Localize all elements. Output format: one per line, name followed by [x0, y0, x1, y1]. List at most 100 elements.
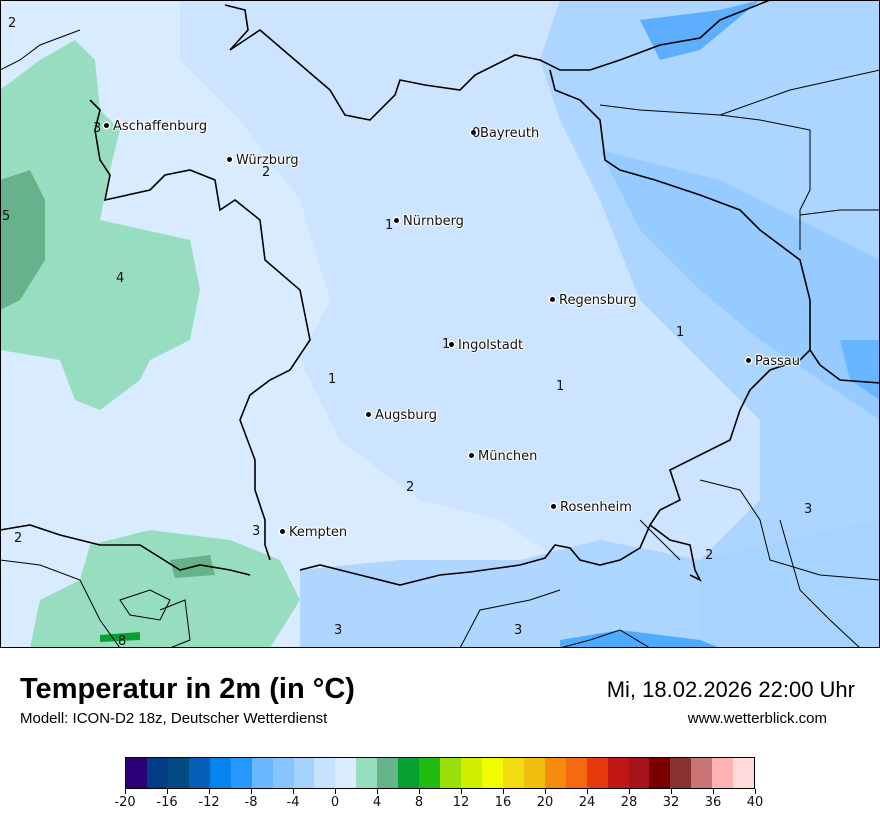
page-title: Temperatur in 2m (in °C)	[20, 673, 355, 705]
colorbar-tick-label: 16	[494, 795, 512, 810]
city-marker-icon	[366, 412, 371, 417]
colorbar-tick	[754, 789, 756, 794]
colorbar-tick	[166, 789, 168, 794]
colorbar-tick	[628, 789, 630, 794]
city-label-regensburg: Regensburg	[550, 293, 637, 308]
colorbar-tick-label: 36	[704, 795, 722, 810]
colorbar-swatch	[440, 758, 461, 788]
isotherm-label: 1	[442, 337, 451, 352]
isotherm-label: 2	[705, 548, 714, 563]
colorbar-tick-label: 0	[330, 795, 340, 810]
colorbar-ticks: -20 -16 -12 -8 -4 0 4 8 12 16 20 24 28 32 36 40	[114, 789, 763, 819]
colorbar-tick	[376, 789, 378, 794]
isotherm-label: 4	[116, 271, 125, 286]
city-label-muenchen: München	[469, 449, 537, 464]
colorbar-swatch	[356, 758, 378, 788]
city-marker-icon	[227, 157, 232, 162]
temperature-colorbar	[125, 757, 755, 789]
isotherm-label: 2	[262, 165, 271, 180]
colorbar-tick-label: -12	[198, 795, 220, 810]
colorbar-swatch	[586, 758, 608, 788]
colorbar-swatch	[691, 758, 713, 788]
city-label-bayreuth: Bayreuth	[471, 126, 539, 141]
colorbar-tick-label: 8	[414, 795, 424, 810]
isotherm-label: 8	[118, 634, 127, 649]
colorbar-swatch	[649, 758, 671, 788]
isotherm-label: 3	[93, 121, 102, 136]
isotherm-label: 2	[14, 531, 23, 546]
isotherm-label: 1	[328, 372, 337, 387]
temperature-map: Aschaffenburg Würzburg Bayreuth Nürnberg…	[0, 0, 880, 648]
colorbar-swatch	[733, 758, 755, 788]
colorbar-swatch	[670, 758, 692, 788]
colorbar-swatch	[126, 758, 147, 788]
city-label-nuernberg: Nürnberg	[394, 214, 464, 229]
isotherm-label: 1	[676, 325, 685, 340]
isotherm-label: 5	[2, 209, 11, 224]
isotherm-label: 2	[406, 480, 415, 495]
colorbar-tick	[124, 789, 126, 794]
colorbar-tick	[460, 789, 462, 794]
city-marker-icon	[104, 123, 109, 128]
colorbar-tick-label: -8	[244, 795, 258, 810]
isotherm-label: 0	[472, 126, 481, 141]
colorbar-swatch	[712, 758, 734, 788]
colorbar-tick-label: 40	[746, 795, 764, 810]
colorbar-tick	[292, 789, 294, 794]
colorbar-swatch	[481, 758, 503, 788]
isotherm-label: 3	[252, 524, 261, 539]
colorbar-swatch	[377, 758, 399, 788]
isotherm-label: 1	[385, 218, 394, 233]
colorbar-tick-label: 4	[372, 795, 382, 810]
city-label-augsburg: Augsburg	[366, 408, 437, 423]
map-shading	[0, 0, 880, 648]
colorbar-swatch	[607, 758, 629, 788]
city-label-kempten: Kempten	[280, 525, 347, 540]
colorbar-swatch	[419, 758, 441, 788]
colorbar-tick	[586, 789, 588, 794]
colorbar-tick-label: 28	[620, 795, 638, 810]
colorbar-swatch	[502, 758, 524, 788]
city-label-rosenheim: Rosenheim	[551, 500, 632, 515]
colorbar-swatch	[314, 758, 336, 788]
colorbar-tick-label: 12	[452, 795, 470, 810]
colorbar-swatch	[565, 758, 587, 788]
website-link[interactable]: www.wetterblick.com	[687, 710, 827, 727]
colorbar-swatch	[461, 758, 482, 788]
colorbar-tick-label: 20	[536, 795, 554, 810]
colorbar-tick-label: 32	[662, 795, 680, 810]
isotherm-label: 3	[804, 502, 813, 517]
city-marker-icon	[394, 218, 399, 223]
colorbar-swatch	[167, 758, 189, 788]
model-info: Modell: ICON-D2 18z, Deutscher Wetterdie…	[20, 710, 328, 727]
city-label-passau: Passau	[746, 354, 800, 369]
colorbar-swatch	[272, 758, 294, 788]
city-marker-icon	[550, 297, 555, 302]
colorbar-tick	[250, 789, 252, 794]
colorbar-swatch	[544, 758, 566, 788]
colorbar-swatch	[335, 758, 357, 788]
colorbar-swatch	[251, 758, 273, 788]
colorbar-tick	[712, 789, 714, 794]
forecast-datetime: Mi, 18.02.2026 22:00 Uhr	[606, 677, 855, 702]
city-label-ingolstadt: Ingolstadt	[449, 338, 523, 353]
isotherm-label: 2	[8, 16, 17, 31]
city-marker-icon	[469, 453, 474, 458]
colorbar-tick	[670, 789, 672, 794]
city-marker-icon	[471, 130, 476, 135]
colorbar-swatch	[628, 758, 650, 788]
colorbar-tick	[544, 789, 546, 794]
colorbar-swatch	[188, 758, 210, 788]
colorbar-tick	[502, 789, 504, 794]
colorbar-tick-label: -20	[114, 795, 136, 810]
city-marker-icon	[280, 529, 285, 534]
city-label-wuerzburg: Würzburg	[227, 153, 299, 168]
isotherm-label: 3	[514, 623, 523, 638]
city-label-aschaffenburg: Aschaffenburg	[104, 119, 207, 134]
city-marker-icon	[746, 358, 751, 363]
colorbar-swatch	[146, 758, 168, 788]
colorbar-tick	[334, 789, 336, 794]
colorbar-swatch	[230, 758, 252, 788]
city-marker-icon	[551, 504, 556, 509]
colorbar-swatch	[209, 758, 231, 788]
